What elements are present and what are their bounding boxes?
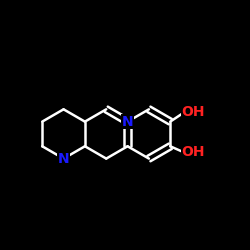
Text: OH: OH xyxy=(182,146,205,160)
Text: N: N xyxy=(122,115,134,129)
Text: N: N xyxy=(58,152,69,166)
Text: N: N xyxy=(122,115,134,129)
Text: OH: OH xyxy=(182,106,205,120)
